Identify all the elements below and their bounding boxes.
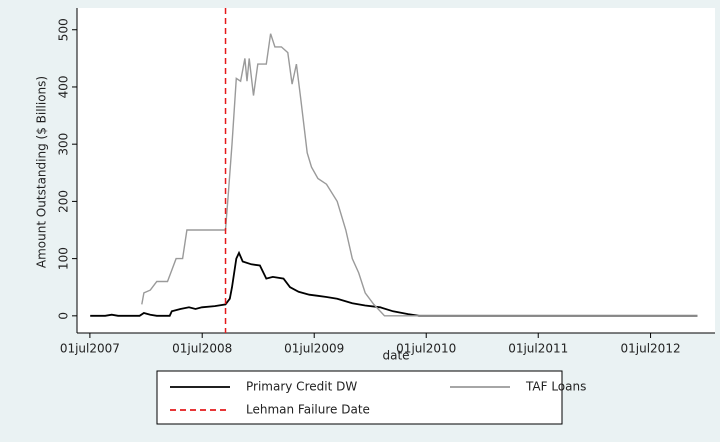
y-tick-label: 200 bbox=[57, 190, 71, 213]
y-tick-label: 400 bbox=[57, 76, 71, 99]
y-tick-label: 0 bbox=[57, 312, 71, 320]
series-line bbox=[141, 33, 698, 317]
legend-label: Primary Credit DW bbox=[246, 380, 357, 394]
x-tick-label: 01jul2012 bbox=[621, 342, 681, 356]
legend-label: Lehman Failure Date bbox=[246, 403, 370, 417]
series-line bbox=[90, 250, 698, 317]
plot-area bbox=[77, 8, 715, 333]
y-tick-label: 500 bbox=[57, 18, 71, 41]
legend-label: TAF Loans bbox=[525, 380, 586, 394]
x-axis-title: date bbox=[382, 349, 409, 363]
legend bbox=[156, 370, 563, 425]
y-tick-label: 300 bbox=[57, 133, 71, 156]
x-tick-label: 01jul2007 bbox=[60, 342, 120, 356]
y-axis-title: Amount Outstanding ($ Billions) bbox=[35, 76, 49, 268]
x-tick-label: 01jul2008 bbox=[172, 342, 232, 356]
y-tick-label: 100 bbox=[57, 247, 71, 270]
x-tick-label: 01jul2009 bbox=[284, 342, 344, 356]
x-tick-label: 01jul2010 bbox=[396, 342, 456, 356]
x-tick-label: 01jul2011 bbox=[508, 342, 568, 356]
